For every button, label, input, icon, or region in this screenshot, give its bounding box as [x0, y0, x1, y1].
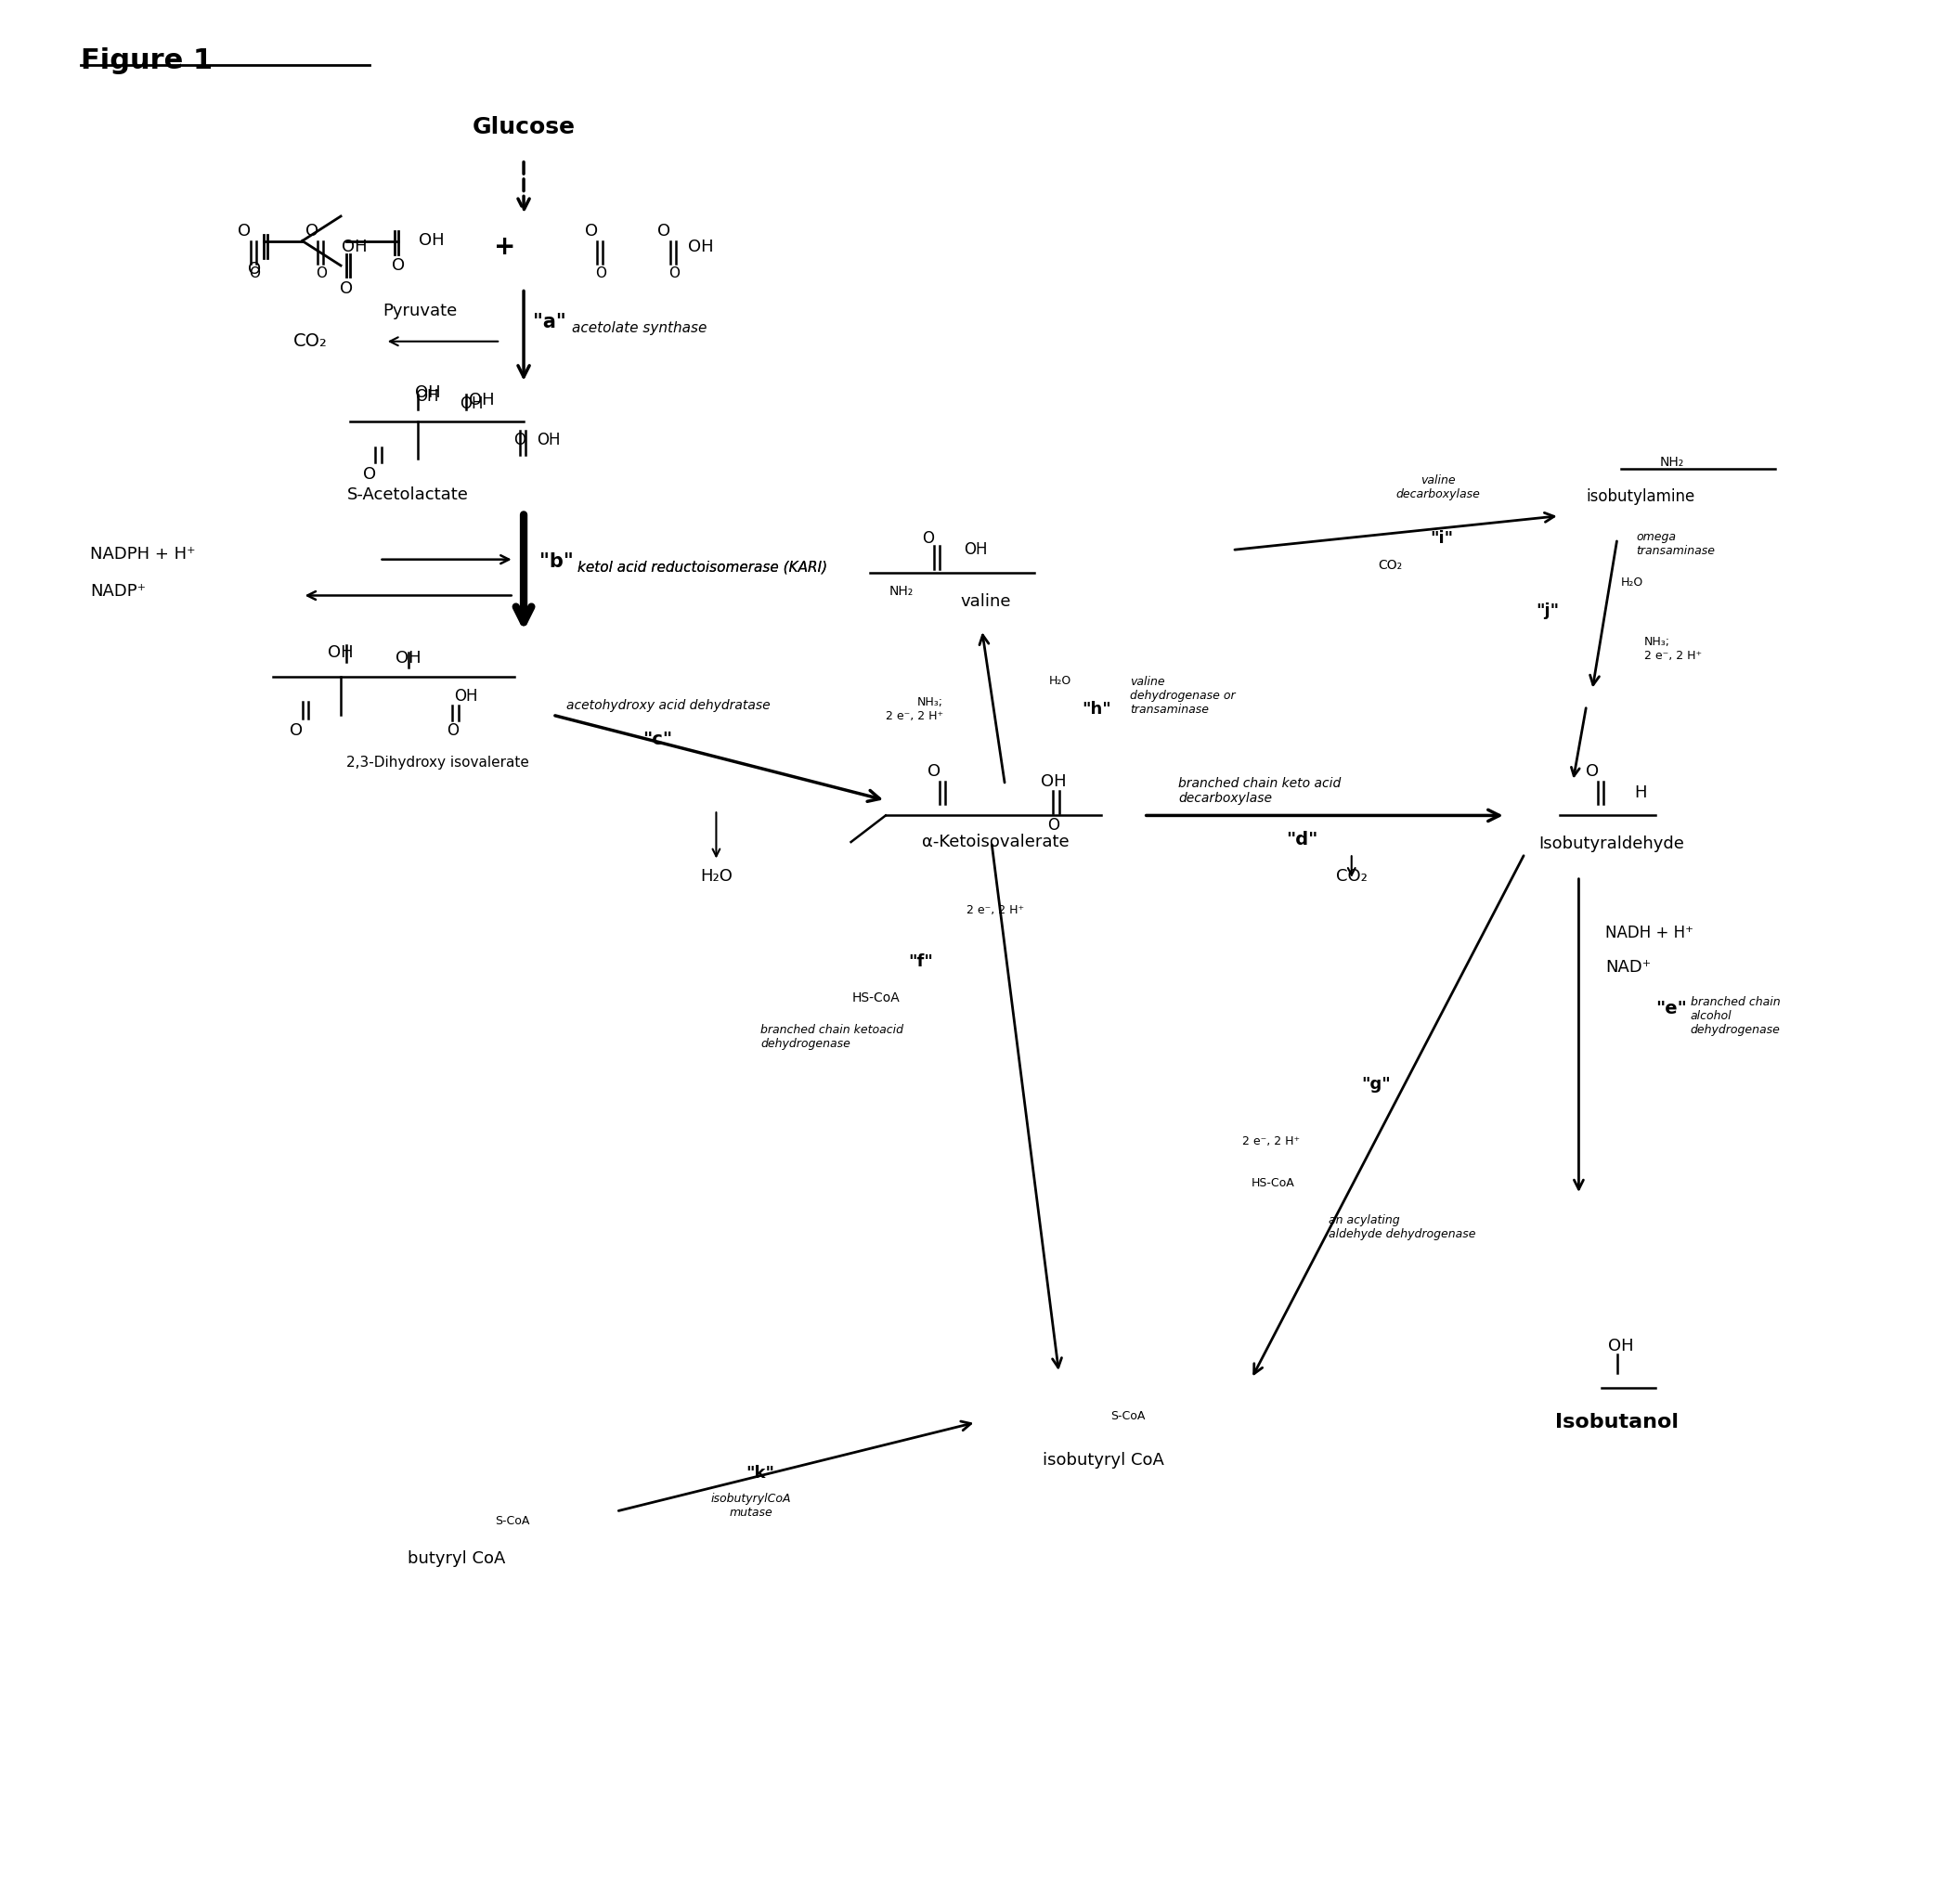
Text: S-Acetolactate: S-Acetolactate	[348, 487, 470, 503]
Text: OH: OH	[454, 687, 477, 704]
Text: NH₂: NH₂	[1660, 457, 1684, 468]
Text: O: O	[928, 764, 939, 781]
Text: HS-CoA: HS-CoA	[1251, 1177, 1295, 1190]
Text: "i": "i"	[1430, 529, 1454, 546]
Text: O: O	[363, 466, 377, 482]
Text: O: O	[249, 267, 259, 280]
Text: OH: OH	[329, 644, 354, 661]
Text: H₂O: H₂O	[700, 868, 733, 885]
Text: isobutylamine: isobutylamine	[1585, 489, 1695, 505]
Text: ketol acid reductoisomerase (KARI): ketol acid reductoisomerase (KARI)	[578, 560, 827, 573]
Text: "j": "j"	[1537, 602, 1560, 619]
Text: NADPH + H⁺: NADPH + H⁺	[91, 545, 195, 562]
Text: NH₃;
2 e⁻, 2 H⁺: NH₃; 2 e⁻, 2 H⁺	[885, 697, 943, 722]
Text: 2,3-Dihydroxy isovalerate: 2,3-Dihydroxy isovalerate	[346, 756, 530, 769]
Text: O: O	[1585, 764, 1599, 781]
Text: HS-CoA: HS-CoA	[852, 990, 901, 1003]
Text: isobutyrylCoA
mutase: isobutyrylCoA mutase	[711, 1493, 791, 1519]
Text: "c": "c"	[644, 731, 673, 748]
Text: Isobutanol: Isobutanol	[1556, 1413, 1680, 1432]
Text: acetohydroxy acid dehydratase: acetohydroxy acid dehydratase	[566, 699, 769, 712]
Text: butyryl CoA: butyryl CoA	[408, 1550, 505, 1567]
Text: H₂O: H₂O	[1622, 577, 1643, 588]
Text: "e": "e"	[1657, 1000, 1688, 1019]
Text: OH: OH	[965, 541, 988, 558]
Text: "k": "k"	[746, 1464, 775, 1481]
Text: Figure 1: Figure 1	[81, 48, 213, 74]
Text: O: O	[447, 722, 458, 739]
Text: O: O	[922, 529, 934, 546]
Text: branched chain keto acid
decarboxylase: branched chain keto acid decarboxylase	[1179, 777, 1342, 805]
Text: OH: OH	[1608, 1339, 1633, 1356]
Text: "a": "a"	[534, 312, 566, 331]
Text: H: H	[1633, 784, 1647, 802]
Text: valine: valine	[961, 592, 1011, 609]
Text: NADH + H⁺: NADH + H⁺	[1606, 925, 1693, 941]
Text: OH: OH	[414, 385, 441, 402]
Text: OH: OH	[416, 388, 439, 406]
Text: CO₂: CO₂	[1336, 868, 1367, 885]
Text: isobutyryl CoA: isobutyryl CoA	[1042, 1453, 1164, 1468]
Text: OH: OH	[468, 392, 495, 409]
Text: branched chain
alcohol
dehydrogenase: branched chain alcohol dehydrogenase	[1689, 996, 1780, 1036]
Text: O: O	[584, 223, 597, 240]
Text: Glucose: Glucose	[472, 116, 576, 139]
Text: CO₂: CO₂	[294, 333, 327, 350]
Text: "b": "b"	[539, 552, 574, 571]
Text: O: O	[247, 261, 261, 278]
Text: Isobutyraldehyde: Isobutyraldehyde	[1539, 836, 1684, 853]
Text: O: O	[305, 223, 319, 240]
Text: O: O	[514, 432, 526, 447]
Text: Pyruvate: Pyruvate	[383, 303, 456, 320]
Text: OH: OH	[688, 238, 713, 255]
Text: OH: OH	[1040, 773, 1065, 790]
Text: CO₂: CO₂	[1378, 558, 1401, 571]
Text: an acylating
aldehyde dehydrogenase: an acylating aldehyde dehydrogenase	[1328, 1215, 1475, 1240]
Text: O: O	[340, 280, 354, 297]
Text: ketol acid reductoisomerase (KARI): ketol acid reductoisomerase (KARI)	[578, 560, 827, 573]
Text: O: O	[290, 722, 303, 739]
Text: 2 e⁻, 2 H⁺: 2 e⁻, 2 H⁺	[1241, 1135, 1299, 1148]
Text: OH: OH	[460, 396, 483, 413]
Text: O: O	[392, 257, 406, 274]
Text: H₂O: H₂O	[1050, 674, 1071, 687]
Text: 2 e⁻, 2 H⁺: 2 e⁻, 2 H⁺	[966, 904, 1024, 916]
Text: O: O	[1048, 817, 1059, 834]
Text: acetolate synthase: acetolate synthase	[572, 322, 707, 335]
Text: S-CoA: S-CoA	[1111, 1411, 1146, 1422]
Text: NH₂: NH₂	[889, 585, 914, 598]
Text: α-Ketoisovalerate: α-Ketoisovalerate	[922, 834, 1069, 851]
Text: S-CoA: S-CoA	[495, 1516, 530, 1527]
Text: OH: OH	[342, 238, 367, 255]
Text: +: +	[493, 234, 516, 259]
Text: O: O	[595, 267, 607, 280]
Text: OH: OH	[396, 649, 421, 666]
Text: NH₃;
2 e⁻, 2 H⁺: NH₃; 2 e⁻, 2 H⁺	[1645, 636, 1701, 661]
Text: O: O	[657, 223, 671, 240]
Text: OH: OH	[537, 432, 561, 447]
Text: "g": "g"	[1361, 1076, 1390, 1093]
Text: valine
dehydrogenase or
transaminase: valine dehydrogenase or transaminase	[1131, 676, 1235, 716]
Text: "f": "f"	[909, 954, 934, 969]
Text: OH: OH	[418, 232, 445, 249]
Text: O: O	[238, 223, 251, 240]
Text: O: O	[315, 267, 327, 280]
Text: NAD⁺: NAD⁺	[1606, 960, 1651, 975]
Text: omega
transaminase: omega transaminase	[1637, 531, 1715, 558]
Text: branched chain ketoacid
dehydrogenase: branched chain ketoacid dehydrogenase	[760, 1024, 903, 1051]
Text: NADP⁺: NADP⁺	[91, 583, 147, 600]
Text: O: O	[669, 267, 678, 280]
Text: valine
decarboxylase: valine decarboxylase	[1396, 474, 1481, 501]
Text: "h": "h"	[1082, 701, 1111, 718]
Text: "d": "d"	[1285, 832, 1318, 849]
